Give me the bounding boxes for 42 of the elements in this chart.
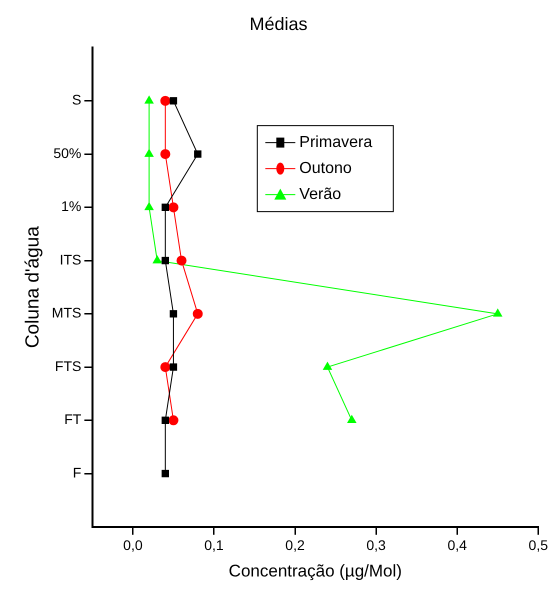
x-tick-label: 0,5: [528, 537, 548, 554]
legend-label: Verão: [299, 186, 342, 204]
x-tick-label: 0,4: [447, 537, 468, 554]
point: [168, 202, 178, 212]
y-tick-label: S: [72, 92, 82, 108]
y-tick-label: F: [72, 464, 82, 480]
x-axis-title: Concentração (µg/Mol): [228, 561, 402, 580]
point: [162, 256, 169, 264]
point: [194, 150, 202, 158]
point: [160, 149, 170, 160]
point: [170, 97, 178, 105]
y-tick-label: MTS: [52, 304, 82, 321]
point: [170, 363, 178, 371]
y-tick-label: FTS: [54, 358, 82, 374]
x-tick-label: 0,3: [366, 537, 386, 554]
point: [170, 310, 178, 318]
point: [160, 96, 170, 106]
point: [347, 415, 356, 424]
point: [162, 204, 169, 212]
point: [493, 308, 502, 317]
point: [144, 202, 154, 210]
point: [160, 362, 170, 372]
x-tick-label: 0,1: [204, 537, 224, 554]
point: [176, 256, 187, 266]
y-tick-label: 1%: [61, 198, 82, 214]
y-axis-title: Coluna d'água: [22, 226, 44, 348]
y-tick-label: FT: [64, 411, 82, 428]
y-tick-label: 50%: [53, 144, 82, 161]
point: [168, 415, 178, 426]
x-tick-label: 0,2: [285, 537, 305, 554]
point: [323, 362, 332, 370]
point: [162, 416, 169, 424]
y-tick-label: ITS: [60, 251, 82, 268]
legend-label: Primavera: [299, 134, 372, 152]
point: [162, 470, 169, 478]
point: [144, 96, 154, 104]
point: [152, 256, 162, 264]
legend-label: Outono: [299, 160, 352, 178]
chart-title: Médias: [249, 14, 308, 34]
x-tick-label: 0,0: [123, 537, 143, 554]
point: [144, 149, 154, 157]
point: [192, 308, 203, 319]
